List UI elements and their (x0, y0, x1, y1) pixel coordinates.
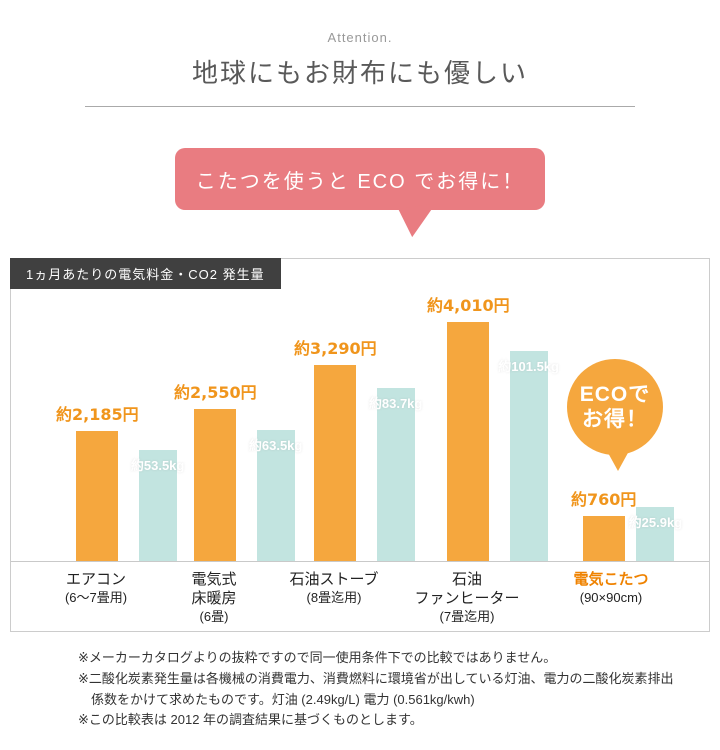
chart-panel: 約2,185円 約53.5kg 約2,550円 約63.5kg 約3,290円 … (10, 258, 710, 632)
cost-value-label: 約3,290円 (294, 339, 377, 358)
cost-value-label: 約760円 (571, 490, 637, 509)
speech-bubble: こたつを使うと ECO でお得に！ (175, 148, 545, 210)
plot-area: 約2,185円 約53.5kg 約2,550円 約63.5kg 約3,290円 … (11, 259, 709, 561)
bar-group-fan-heater: 約4,010円 約101.5kg (427, 292, 559, 561)
category-label-fan-heater: 石油 ファンヒーター (7畳迄用) (414, 571, 520, 624)
co2-value-label: 約63.5kg (248, 438, 303, 453)
co2-bar: 約53.5kg (131, 450, 184, 561)
bar-group-floor-heating: 約2,550円 約63.5kg (174, 379, 302, 561)
category-axis: エアコン (6～7畳用) 電気式 床暖房 (6畳) 石油ストーブ (8畳迄用) … (11, 567, 709, 629)
category-label-kotatsu: 電気こたつ (90×90cm) (573, 571, 649, 605)
co2-value-label: 約53.5kg (130, 458, 185, 473)
footnote-item: ※二酸化炭素発生量は各機械の消費電力、消費燃料に環境省が出している灯油、電力の二… (78, 670, 674, 707)
cost-value-label: 約2,185円 (56, 405, 139, 424)
cost-bar (447, 322, 490, 561)
speech-bubble-tail (398, 203, 440, 239)
co2-bar: 約101.5kg (498, 351, 559, 561)
chart-baseline (11, 561, 709, 562)
eco-badge-line1: ECOで (579, 382, 651, 406)
title-divider (85, 106, 635, 107)
cost-value-label: 約2,550円 (174, 383, 257, 402)
bar-group-aircon: 約2,185円 約53.5kg (56, 401, 184, 561)
cost-bar (76, 431, 119, 561)
co2-value-label: 約25.9kg (628, 515, 683, 530)
cost-value-label: 約4,010円 (427, 296, 510, 315)
co2-value-label: 約83.7kg (368, 396, 423, 411)
cost-bar (582, 516, 625, 561)
co2-value-label: 約101.5kg (498, 359, 559, 374)
footnote-item: ※メーカーカタログよりの抜粋ですので同一使用条件下での比較ではありません。 (78, 650, 557, 665)
speech-bubble-text: こたつを使うと ECO でお得に！ (195, 170, 525, 193)
bar-group-oil-stove: 約3,290円 約83.7kg (294, 335, 422, 561)
category-label-oil-stove: 石油ストーブ (8畳迄用) (289, 571, 379, 605)
page-title: 地球にもお財布にも優しい (191, 58, 528, 88)
footnote-item: ※この比較表は 2012 年の調査結果に基づくものとします。 (78, 712, 423, 728)
eco-badge-tail (607, 451, 629, 471)
co2-bar: 約63.5kg (249, 430, 302, 561)
co2-bar: 約25.9kg (629, 507, 682, 561)
attention-label: Attention. (327, 30, 393, 45)
eco-badge: ECOで お得！ (567, 359, 663, 455)
eco-badge-line2: お得！ (582, 408, 648, 431)
cost-bar (194, 409, 237, 561)
category-label-aircon: エアコン (6～7畳用) (64, 571, 128, 605)
footnotes: ※メーカーカタログよりの抜粋ですので同一使用条件下での比較ではありません。 ※二… (78, 648, 684, 731)
chart-title-badge: 1ヵ月あたりの電気料金・CO2 発生量 (10, 258, 281, 289)
category-label-floor-heating: 電気式 床暖房 (6畳) (191, 571, 237, 624)
cost-bar (314, 365, 357, 561)
bar-group-kotatsu: 約760円 約25.9kg (571, 486, 682, 561)
co2-bar: 約83.7kg (369, 388, 422, 561)
